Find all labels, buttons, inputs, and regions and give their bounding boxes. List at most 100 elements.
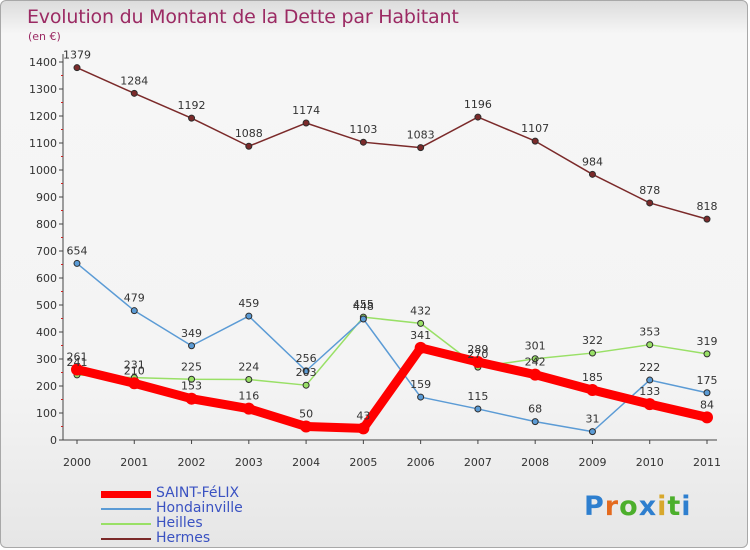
data-point [245,376,253,384]
data-point [130,89,138,97]
data-label: 210 [124,364,145,377]
y-tick-label: 0 [50,434,57,447]
data-point [586,384,599,397]
data-point [529,368,542,381]
data-point [531,418,539,426]
data-label: 349 [181,327,202,340]
data-point [130,307,138,315]
data-label: 153 [181,380,202,393]
data-point [188,114,196,122]
y-tick-label: 1300 [29,83,57,96]
data-label: 116 [238,390,259,403]
data-label: 818 [697,200,718,213]
y-tick-label: 1200 [29,110,57,123]
data-point [646,199,654,207]
data-label: 115 [467,390,488,403]
data-label: 31 [585,413,599,426]
data-label: 84 [700,398,714,411]
data-label: 878 [639,184,660,197]
data-point [245,142,253,150]
data-label: 261 [67,351,88,364]
data-point [128,377,141,390]
legend-swatch [101,508,151,510]
data-point [302,381,310,389]
data-point [302,119,310,127]
series-line [76,262,708,433]
data-point [359,138,367,146]
data-point [417,144,425,152]
data-label: 256 [296,352,317,365]
x-tick-label: 2002 [178,456,206,469]
chart-subtitle: (en €) [28,30,61,43]
y-tick-label: 900 [36,191,57,204]
x-tick-label: 2005 [349,456,377,469]
data-label: 175 [697,374,718,387]
legend-label: Heilles [156,515,203,531]
x-tick-label: 2008 [521,456,549,469]
data-point [531,355,539,363]
legend-label: Hermes [156,530,211,546]
data-label: 242 [525,356,546,369]
y-tick-label: 1000 [29,164,57,177]
x-tick-label: 2003 [235,456,263,469]
data-point [646,341,654,349]
data-point [588,349,596,357]
data-label: 50 [299,408,313,421]
data-label: 1088 [235,127,263,140]
data-label: 225 [181,360,202,373]
data-label: 185 [582,371,603,384]
legend-swatch [101,523,151,525]
series-line [76,316,708,386]
data-label: 1196 [464,98,492,111]
data-label: 984 [582,155,603,168]
data-label: 231 [124,359,145,372]
data-point [703,215,711,223]
data-label: 455 [353,298,374,311]
data-point [300,420,313,433]
series-line [72,343,712,433]
y-tick-label: 700 [36,245,57,258]
x-tick-label: 2004 [292,456,320,469]
data-point [588,428,596,436]
data-label: 241 [67,356,88,369]
data-point [73,259,81,267]
x-tick-label: 2007 [464,456,492,469]
data-label: 159 [410,378,431,391]
data-point [188,342,196,350]
data-label: 1107 [521,122,549,135]
x-tick-label: 2009 [578,456,606,469]
data-label: 479 [124,292,145,305]
data-label: 448 [353,300,374,313]
y-tick-label: 300 [36,353,57,366]
data-label: 654 [67,244,88,257]
legend-label: Hondainville [156,500,243,516]
data-label: 270 [467,348,488,361]
data-point [646,376,654,384]
x-tick-label: 2011 [693,456,721,469]
data-label: 43 [356,409,370,422]
data-label: 1379 [63,49,91,62]
y-tick-label: 1100 [29,137,57,150]
y-tick-label: 400 [36,326,57,339]
data-point [531,137,539,145]
data-label: 341 [410,329,431,342]
y-tick-label: 100 [36,407,57,420]
data-label: 222 [639,361,660,374]
x-tick-label: 2000 [63,456,91,469]
legend-swatch [101,490,151,498]
data-point [71,363,83,376]
data-point [359,315,367,323]
data-point [414,341,427,354]
data-label: 459 [238,297,259,310]
data-point [588,170,596,178]
data-point [474,405,482,413]
data-point [302,367,310,375]
data-label: 68 [528,403,542,416]
y-tick-label: 800 [36,218,57,231]
x-tick-label: 2010 [636,456,664,469]
data-point [703,389,711,397]
data-point [245,312,253,320]
data-label: 1174 [292,104,320,117]
